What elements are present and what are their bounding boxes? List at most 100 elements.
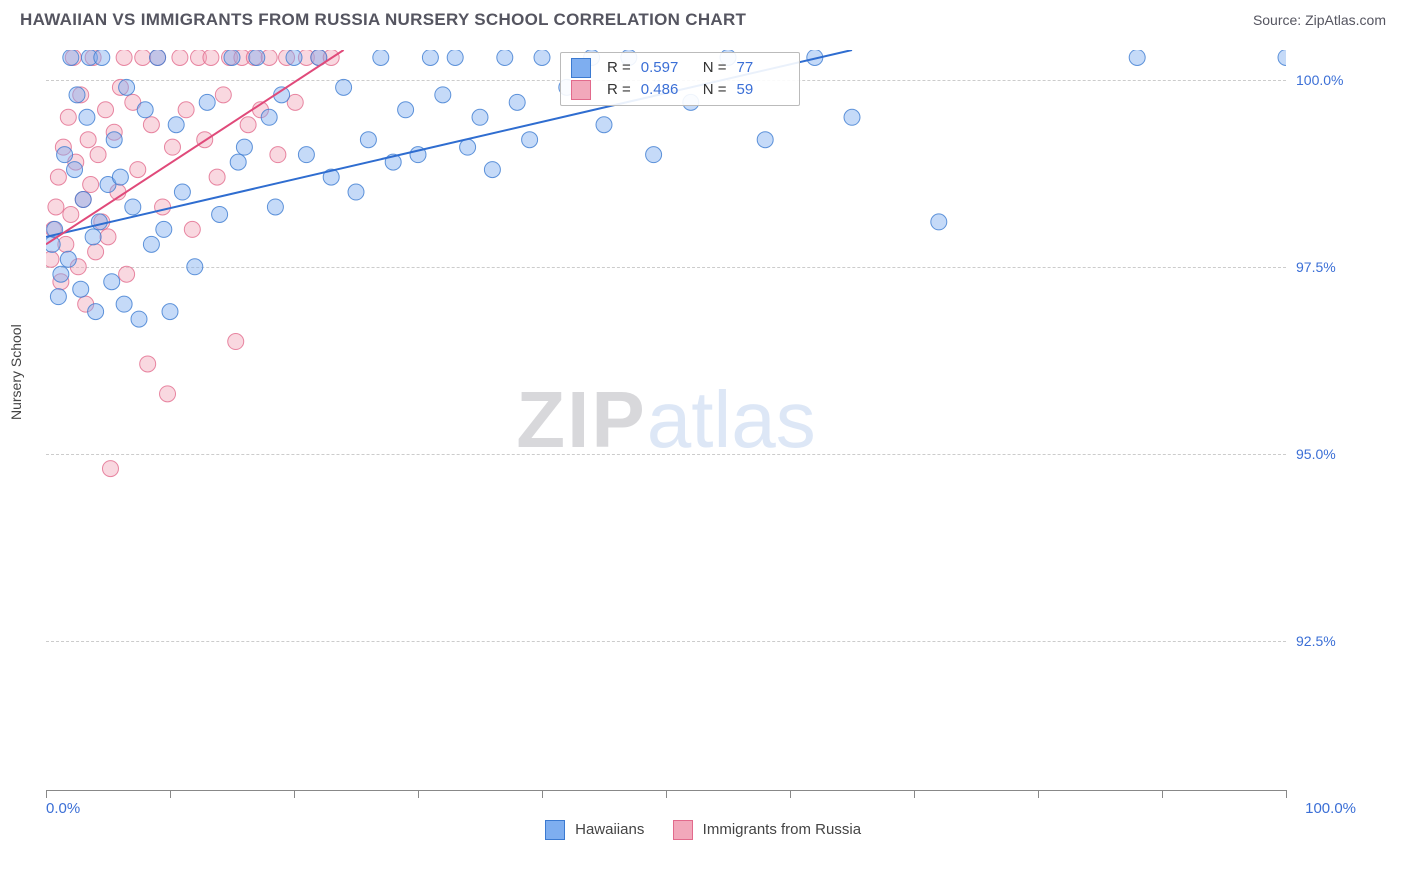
data-point [249,50,265,65]
legend-label-russia: Immigrants from Russia [703,821,861,838]
data-point [497,50,513,65]
chart-title: HAWAIIAN VS IMMIGRANTS FROM RUSSIA NURSE… [20,10,746,30]
data-point [46,251,59,267]
data-point [50,169,66,185]
data-point [98,102,114,118]
data-point [143,117,159,133]
data-point [447,50,463,65]
data-point [53,266,69,282]
data-point [286,50,302,65]
data-point [80,132,96,148]
data-point [106,132,122,148]
data-point [60,109,76,125]
data-point [757,132,773,148]
data-point [484,162,500,178]
data-point [63,50,79,65]
n-label: N = [703,57,727,79]
data-point [931,214,947,230]
legend-item-hawaiians: Hawaiians [545,820,644,840]
chart-header: HAWAIIAN VS IMMIGRANTS FROM RUSSIA NURSE… [0,0,1406,36]
data-point [88,244,104,260]
series-1-r-value: 0.597 [641,57,693,79]
data-point [164,139,180,155]
data-point [373,50,389,65]
data-point [270,147,286,163]
data-point [178,102,194,118]
series-legend: Hawaiians Immigrants from Russia [0,820,1406,840]
data-point [435,87,451,103]
series-2-n-value: 59 [737,79,789,101]
data-point [472,109,488,125]
r-label: R = [607,79,631,101]
data-point [509,94,525,110]
data-point [63,206,79,222]
legend-swatch-russia [673,820,693,840]
data-point [1278,50,1286,65]
data-point [348,184,364,200]
correlation-row-series-2: R = 0.486 N = 59 [571,79,789,101]
x-tick [542,790,543,798]
data-point [112,169,128,185]
x-axis-min-label: 0.0% [46,800,80,817]
data-point [48,199,64,215]
x-axis-max-label: 100.0% [1305,800,1356,817]
y-tick-label: 92.5% [1296,633,1360,649]
n-label: N = [703,79,727,101]
chart-source: Source: ZipAtlas.com [1253,12,1386,28]
data-point [187,259,203,275]
data-point [261,109,277,125]
data-point [522,132,538,148]
data-point [79,109,95,125]
data-point [209,169,225,185]
series-1-n-value: 77 [737,57,789,79]
data-point [94,50,110,65]
data-point [160,386,176,402]
series-2-r-value: 0.486 [641,79,693,101]
data-point [100,229,116,245]
data-point [73,281,89,297]
data-point [184,221,200,237]
data-point [534,50,550,65]
data-point [398,102,414,118]
data-point [174,184,190,200]
data-point [131,311,147,327]
y-tick-label: 100.0% [1296,72,1360,88]
data-point [50,289,66,305]
data-point [102,461,118,477]
data-point [90,147,106,163]
x-tick [914,790,915,798]
data-point [119,79,135,95]
y-tick-label: 97.5% [1296,259,1360,275]
data-point [137,102,153,118]
data-point [212,206,228,222]
data-point [75,191,91,207]
data-point [199,94,215,110]
data-point [215,87,231,103]
data-point [69,87,85,103]
data-point [596,117,612,133]
scatter-plot-svg [46,50,1286,790]
data-point [67,162,83,178]
data-point [203,50,219,65]
data-point [91,214,107,230]
x-tick [170,790,171,798]
data-point [298,147,314,163]
data-point [116,50,132,65]
x-tick [1286,790,1287,798]
r-label: R = [607,57,631,79]
data-point [228,334,244,350]
data-point [143,236,159,252]
data-point [224,50,240,65]
data-point [140,356,156,372]
y-tick-label: 95.0% [1296,446,1360,462]
data-point [336,79,352,95]
data-point [130,162,146,178]
data-point [360,132,376,148]
x-tick [46,790,47,798]
data-point [240,117,256,133]
data-point [85,229,101,245]
data-point [83,177,99,193]
correlation-row-series-1: R = 0.597 N = 77 [571,57,789,79]
data-point [1129,50,1145,65]
data-point [236,139,252,155]
